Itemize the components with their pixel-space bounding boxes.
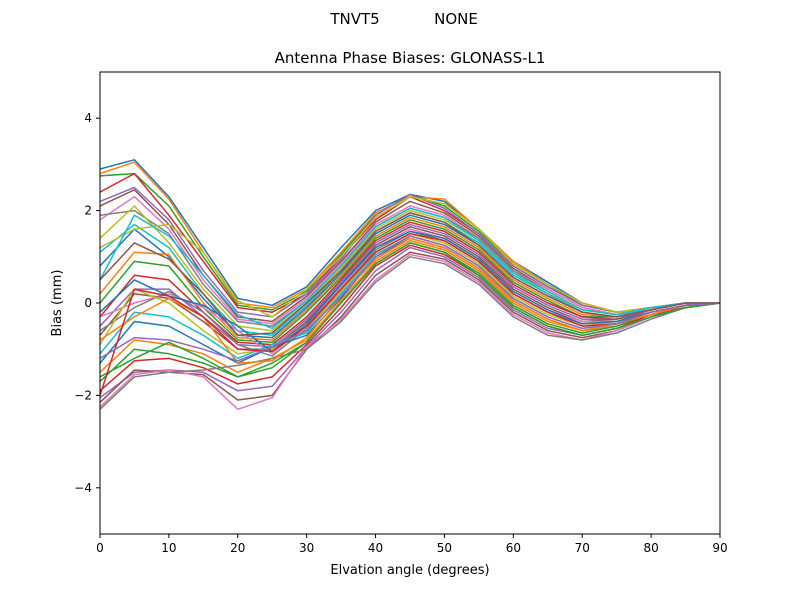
- series-line: [100, 195, 720, 318]
- x-tick-label: 60: [506, 541, 521, 555]
- x-tick-label: 30: [299, 541, 314, 555]
- suptitle-left: TNVT5: [329, 10, 379, 28]
- series-line: [100, 226, 720, 350]
- x-tick-label: 0: [96, 541, 104, 555]
- x-tick-label: 10: [161, 541, 176, 555]
- y-tick-label: 2: [84, 204, 92, 218]
- series-line: [100, 207, 720, 330]
- y-tick-label: 0: [84, 296, 92, 310]
- x-axis-label: Elvation angle (degrees): [330, 563, 489, 578]
- x-tick-label: 50: [437, 541, 452, 555]
- x-tick-label: 40: [368, 541, 383, 555]
- series-lines: [100, 159, 720, 411]
- y-axis-label: Bias (mm): [50, 270, 65, 337]
- x-tick-label: 20: [230, 541, 245, 555]
- x-tick-label: 80: [643, 541, 658, 555]
- series-line: [100, 253, 720, 411]
- x-axis-ticks: 0 10 20 30 40 50 60 70 80 90: [96, 534, 728, 555]
- series-line: [100, 242, 720, 378]
- x-tick-label: 70: [575, 541, 590, 555]
- suptitle-right: NONE: [434, 10, 478, 28]
- series-line: [100, 230, 720, 353]
- y-tick-label: 4: [84, 111, 92, 125]
- chart-title: Antenna Phase Biases: GLONASS-L1: [275, 49, 546, 67]
- y-tick-label: −2: [74, 388, 92, 402]
- series-line: [100, 235, 720, 362]
- y-tick-label: −4: [74, 481, 92, 495]
- series-line: [100, 256, 720, 410]
- x-tick-label: 90: [712, 541, 727, 555]
- series-line: [100, 212, 720, 337]
- y-axis-ticks: −4 −2 0 2 4: [74, 111, 100, 495]
